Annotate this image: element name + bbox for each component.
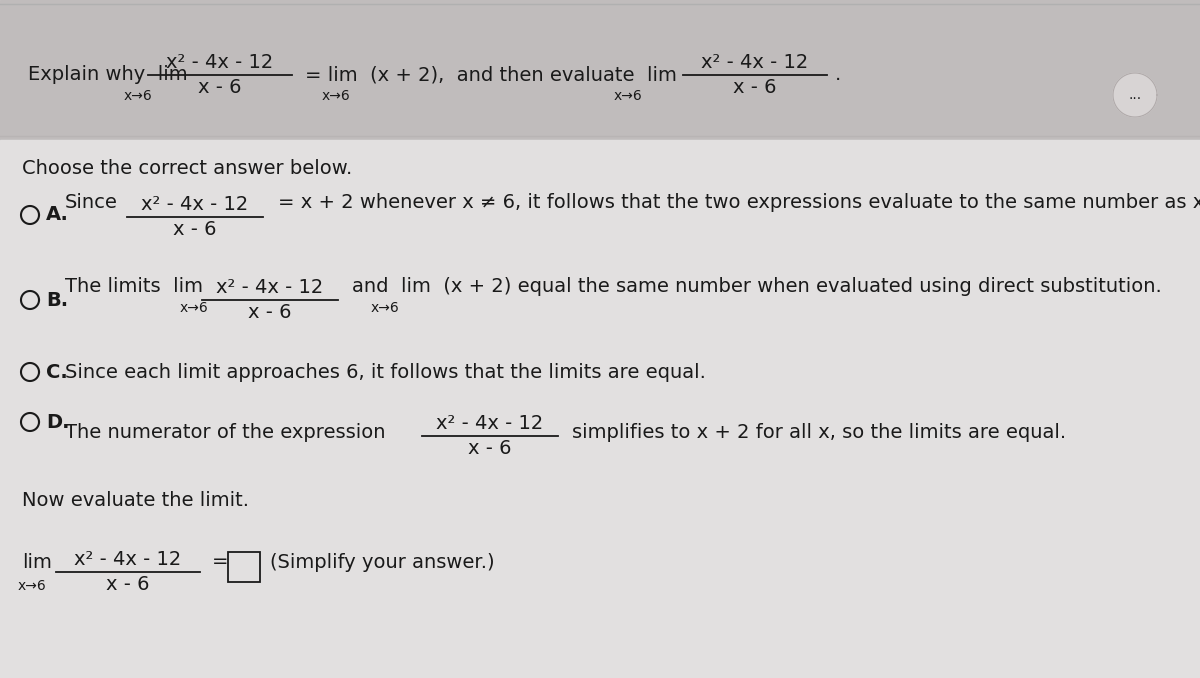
Text: (Simplify your answer.): (Simplify your answer.) [270,553,494,572]
Text: =: = [212,553,228,572]
Polygon shape [1114,73,1157,117]
Bar [228,552,260,582]
Text: Explain why  lim: Explain why lim [28,66,187,85]
Text: x - 6: x - 6 [107,575,150,594]
Text: x - 6: x - 6 [173,220,217,239]
Text: x→6: x→6 [180,301,209,315]
Text: x→6: x→6 [18,579,47,593]
Text: x - 6: x - 6 [248,303,292,322]
Text: = lim  (x + 2),  and then evaluate  lim: = lim (x + 2), and then evaluate lim [305,66,677,85]
Text: x→6: x→6 [613,89,642,103]
Text: Choose the correct answer below.: Choose the correct answer below. [22,159,353,178]
Text: x→6: x→6 [124,89,152,103]
Bar [0,0,1200,140]
Text: x² - 4x - 12: x² - 4x - 12 [167,53,274,72]
Text: x - 6: x - 6 [468,439,511,458]
Text: The limits  lim: The limits lim [65,277,203,296]
Text: A.: A. [46,205,68,224]
Text: lim: lim [22,553,52,572]
Text: = x + 2 whenever x ≠ 6, it follows that the two expressions evaluate to the same: = x + 2 whenever x ≠ 6, it follows that … [278,193,1200,212]
Text: x² - 4x - 12: x² - 4x - 12 [216,278,324,297]
Text: x² - 4x - 12: x² - 4x - 12 [701,53,809,72]
Text: The numerator of the expression: The numerator of the expression [65,422,385,441]
Text: x→6: x→6 [322,89,350,103]
Text: x - 6: x - 6 [733,78,776,97]
Bar [0,140,1200,678]
Text: x - 6: x - 6 [198,78,241,97]
Text: D.: D. [46,412,70,431]
Text: x² - 4x - 12: x² - 4x - 12 [142,195,248,214]
Text: simplifies to x + 2 for all x, so the limits are equal.: simplifies to x + 2 for all x, so the li… [572,422,1066,441]
Text: C.: C. [46,363,67,382]
Text: .: . [835,66,841,85]
Text: Since: Since [65,193,118,212]
Text: x→6: x→6 [371,301,400,315]
Text: Since each limit approaches 6, it follows that the limits are equal.: Since each limit approaches 6, it follow… [65,363,706,382]
Text: x² - 4x - 12: x² - 4x - 12 [437,414,544,433]
Text: B.: B. [46,290,68,309]
Text: x² - 4x - 12: x² - 4x - 12 [74,550,181,569]
Text: Now evaluate the limit.: Now evaluate the limit. [22,490,250,509]
Text: ...: ... [1128,88,1141,102]
Text: and  lim  (x + 2) equal the same number when evaluated using direct substitution: and lim (x + 2) equal the same number wh… [352,277,1162,296]
